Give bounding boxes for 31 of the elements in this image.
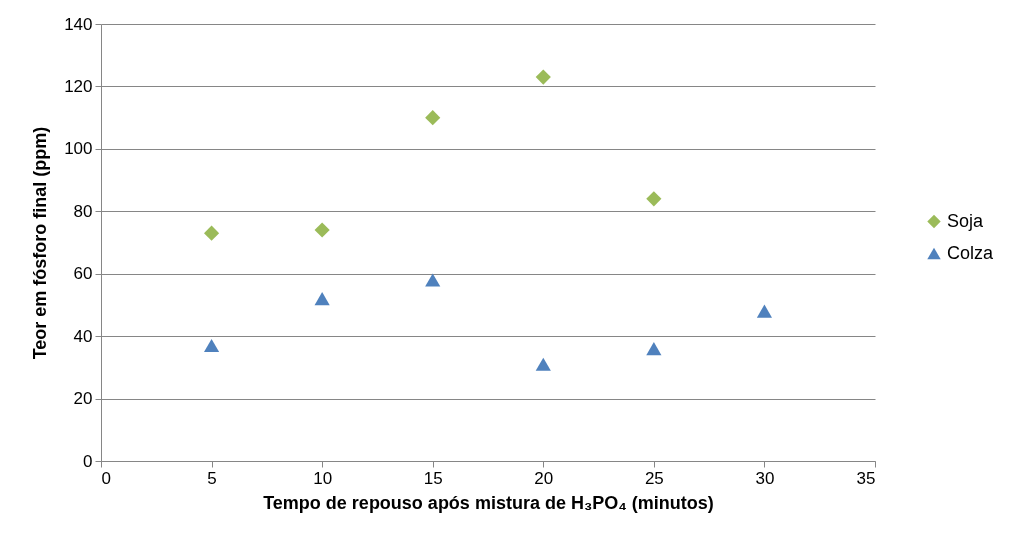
point: [314, 222, 330, 238]
x-tick-label: 20: [534, 468, 554, 488]
point: [203, 338, 220, 353]
point: [425, 273, 441, 287]
x-tick-label: 25: [644, 468, 664, 488]
x-tick-label: 35: [856, 468, 876, 488]
point: [646, 342, 662, 356]
point: [756, 304, 773, 318]
y-axis-title: Teor em fósforo final (ppm): [30, 126, 51, 360]
y-tick-label: 120: [64, 76, 93, 96]
point: [646, 191, 662, 207]
point: [314, 292, 330, 306]
point: [425, 110, 441, 126]
x-tick-label: 15: [423, 468, 443, 488]
point: [203, 225, 220, 241]
point: [535, 69, 551, 85]
y-tick-label: 140: [64, 14, 93, 34]
x-tick-label: 10: [313, 468, 333, 488]
y-tick-label: 20: [73, 389, 93, 409]
legend-label: Soja: [947, 210, 985, 231]
x-tick-label: 5: [207, 468, 217, 488]
y-tick-label: 40: [73, 326, 93, 346]
y-tick-label: 80: [73, 201, 93, 221]
legend-label: Colza: [947, 242, 995, 263]
y-tick-label: 0: [83, 451, 93, 471]
y-tick-label: 60: [73, 264, 93, 284]
x-tick-label: 30: [755, 468, 775, 488]
x-tick-label: 0: [101, 468, 111, 488]
x-axis-title: Tempo de repouso após mistura de H₃PO₄ (minutos): [263, 492, 714, 513]
point: [535, 357, 551, 371]
y-tick-label: 100: [64, 139, 93, 159]
